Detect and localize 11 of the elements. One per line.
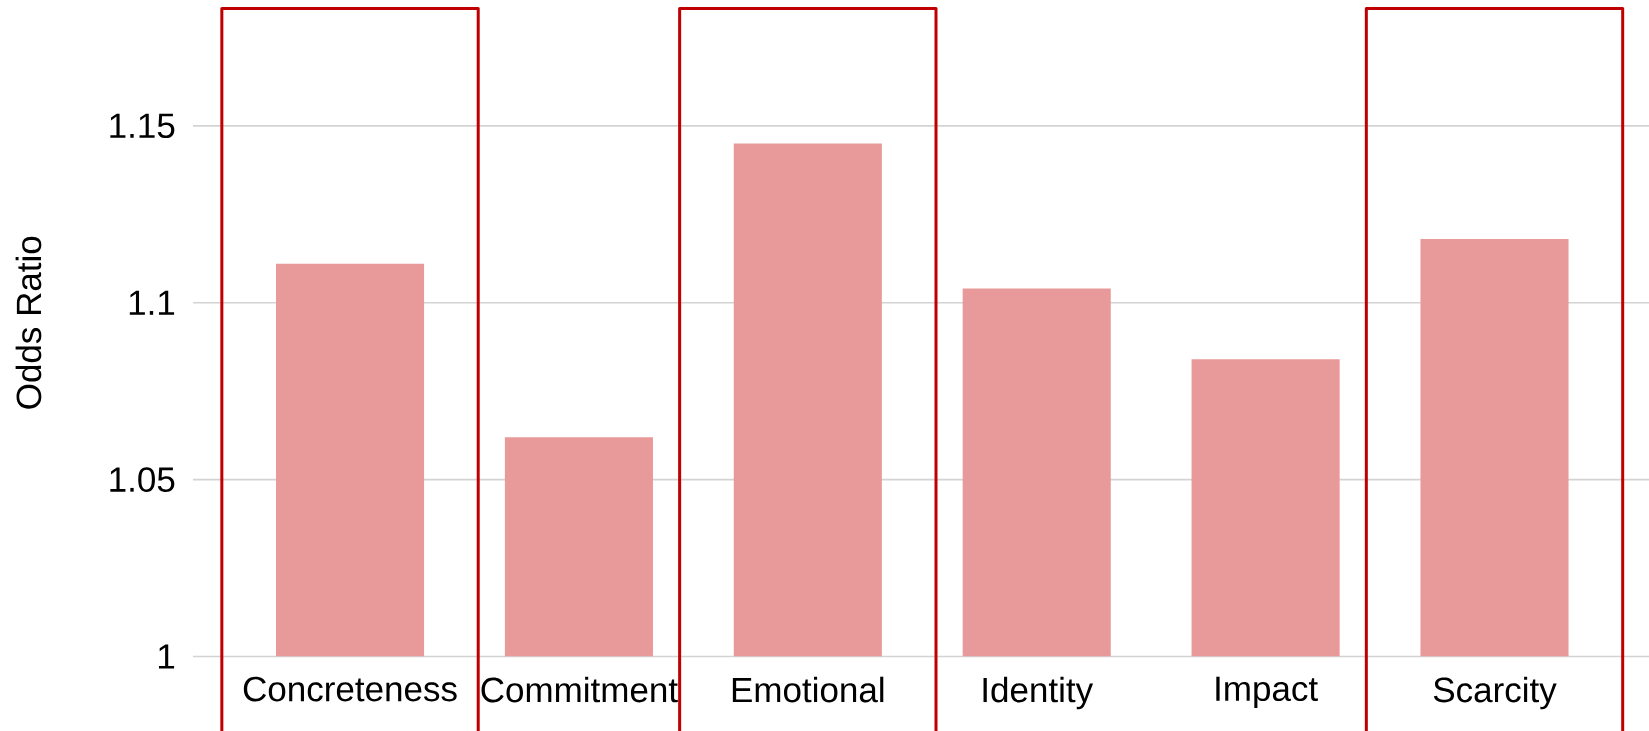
x-tick-label: Emotional bbox=[732, 676, 884, 703]
y-tick-label: 1.05 bbox=[110, 467, 175, 493]
x-tick-label: Concreteness bbox=[243, 676, 457, 702]
y-tick-label: 1.15 bbox=[110, 113, 175, 139]
y-tick-label: 1.1 bbox=[129, 290, 175, 315]
x-tick-label: Scarcity bbox=[1433, 676, 1557, 710]
x-tick-label: Commitment bbox=[481, 676, 678, 703]
x-tick-label: Impact bbox=[1216, 676, 1318, 709]
y-tick-label: 1 bbox=[159, 644, 175, 669]
x-tick-label: Identity bbox=[983, 676, 1094, 710]
y-axis-title: Odds Ratio bbox=[15, 236, 42, 409]
